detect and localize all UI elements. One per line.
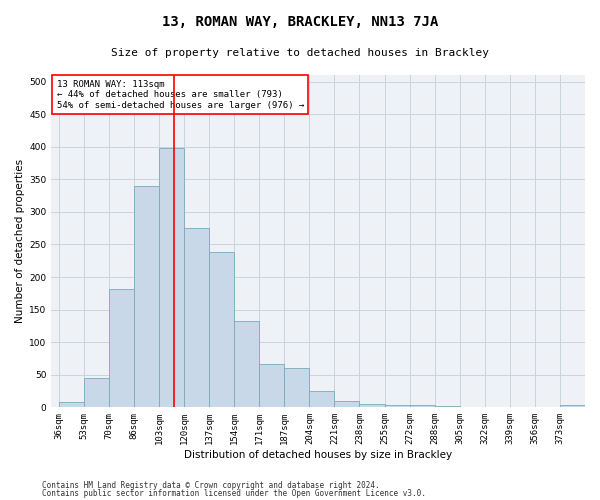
Bar bbox=[59, 402, 84, 407]
Bar bbox=[84, 378, 109, 408]
Bar bbox=[184, 228, 209, 408]
Text: Size of property relative to detached houses in Brackley: Size of property relative to detached ho… bbox=[111, 48, 489, 58]
Bar bbox=[159, 148, 184, 407]
Bar bbox=[359, 404, 385, 407]
Bar bbox=[410, 406, 434, 407]
Bar bbox=[560, 406, 585, 407]
Bar bbox=[434, 406, 460, 407]
Bar bbox=[485, 406, 510, 408]
Bar bbox=[334, 401, 359, 407]
Bar bbox=[234, 320, 259, 408]
Bar bbox=[460, 406, 485, 408]
X-axis label: Distribution of detached houses by size in Brackley: Distribution of detached houses by size … bbox=[184, 450, 452, 460]
Bar bbox=[510, 406, 535, 408]
Y-axis label: Number of detached properties: Number of detached properties bbox=[15, 159, 25, 323]
Text: 13, ROMAN WAY, BRACKLEY, NN13 7JA: 13, ROMAN WAY, BRACKLEY, NN13 7JA bbox=[162, 15, 438, 29]
Bar bbox=[209, 252, 234, 408]
Bar bbox=[284, 368, 310, 408]
Text: Contains HM Land Registry data © Crown copyright and database right 2024.: Contains HM Land Registry data © Crown c… bbox=[42, 480, 380, 490]
Text: Contains public sector information licensed under the Open Government Licence v3: Contains public sector information licen… bbox=[42, 489, 426, 498]
Bar bbox=[109, 288, 134, 408]
Bar bbox=[134, 186, 159, 408]
Text: 13 ROMAN WAY: 113sqm
← 44% of detached houses are smaller (793)
54% of semi-deta: 13 ROMAN WAY: 113sqm ← 44% of detached h… bbox=[56, 80, 304, 110]
Bar bbox=[385, 404, 410, 407]
Bar bbox=[259, 364, 284, 408]
Bar bbox=[310, 391, 334, 407]
